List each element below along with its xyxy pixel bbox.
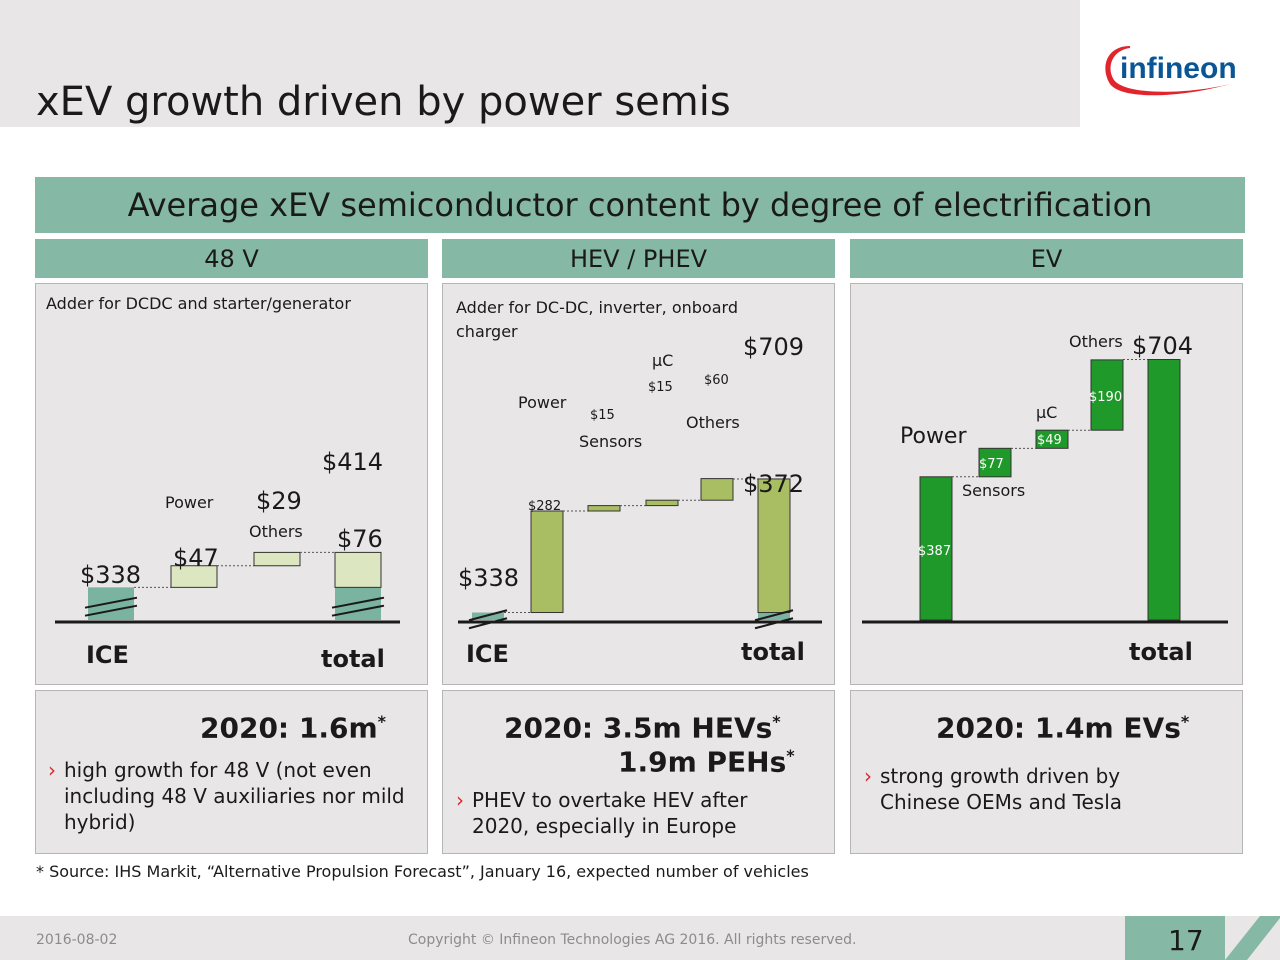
- logo-text: infineon: [1120, 52, 1237, 85]
- infineon-logo: infineon: [1105, 46, 1237, 96]
- increment-label-hev: $372: [743, 470, 805, 498]
- value-label-others-ev: $190: [1089, 390, 1123, 405]
- step-label-power-hev: Power: [518, 393, 567, 412]
- footer-copyright: Copyright © Infineon Technologies AG 201…: [408, 932, 857, 948]
- note-48v: Adder for DCDC and starter/generator: [46, 294, 351, 313]
- bar-increase-c: [645, 499, 679, 507]
- step-label-others-48v: Others: [249, 522, 303, 541]
- footer-date: 2016-08-02: [36, 932, 118, 948]
- bar-increase-power: [530, 510, 564, 614]
- chart-banner: Average xEV semiconductor content by deg…: [35, 177, 1245, 233]
- bullet-hev: › PHEV to overtake HEV after 2020, especi…: [456, 788, 748, 838]
- value-label-power-48v: $47: [173, 544, 219, 572]
- value-label-others-hev: $60: [704, 373, 729, 388]
- step-label-others-ev: Others: [1069, 332, 1123, 351]
- summary-panel-hev: [442, 690, 835, 854]
- value-label-ice-48v: $338: [80, 561, 142, 589]
- bar-total: [1147, 359, 1181, 621]
- x-label-total-hev: total: [741, 638, 805, 666]
- step-label-uc-ev: µC: [1036, 403, 1058, 422]
- increment-label-48v: $76: [337, 525, 383, 553]
- bullet-48v: › high growth for 48 V (not even includin…: [48, 758, 405, 834]
- axis-break-mark: [331, 604, 385, 617]
- axis-break-mark: [331, 596, 385, 609]
- bar-increase-sensors: [978, 447, 1012, 478]
- slide-title: xEV growth driven by power semis: [36, 79, 731, 125]
- axis-break-mark: [754, 609, 794, 622]
- bullet-arrow-icon: ›: [48, 758, 56, 782]
- bullet-ev: › strong growth driven by Chinese OEMs an…: [864, 764, 1123, 814]
- axis-break-mark: [84, 604, 138, 617]
- step-label-power-ev: Power: [900, 424, 967, 449]
- header-band: [0, 0, 1280, 127]
- bar-increase-others: [1090, 359, 1124, 431]
- bullet-arrow-icon: ›: [456, 788, 464, 812]
- bullet-arrow-icon: ›: [864, 764, 872, 788]
- summary-panel-ev: [850, 690, 1243, 854]
- bar-total-increment: [757, 478, 791, 614]
- page-number-badge: [1125, 916, 1280, 960]
- bar-total-increment: [334, 551, 382, 588]
- panel-header-ev: EV: [850, 239, 1243, 278]
- summary-ev: 2020: 1.4m EVs*: [936, 711, 1190, 745]
- bar-increase-others: [700, 478, 734, 501]
- footnote: * Source: IHS Markit, “Alternative Propu…: [36, 862, 809, 881]
- step-label-power-48v: Power: [165, 493, 214, 512]
- value-label-uc-hev: $15: [648, 380, 673, 395]
- value-label-total-48v: $414: [322, 448, 384, 476]
- step-label-others-hev: Others: [686, 413, 740, 432]
- x-label-total-ev: total: [1129, 638, 1193, 666]
- page-number: 17: [1168, 924, 1204, 957]
- panel-header-48v: 48 V: [35, 239, 428, 278]
- value-label-sensors-hev: $15: [590, 408, 615, 423]
- x-label-total-48v: total: [321, 645, 385, 673]
- summary-hev-line2: 1.9m PEHs*: [618, 745, 795, 779]
- value-label-total-ev: $704: [1132, 332, 1194, 360]
- step-label-sensors-hev: Sensors: [579, 432, 643, 451]
- bar-increase-others: [253, 551, 301, 567]
- value-label-sensors-ev: $77: [979, 457, 1004, 472]
- axis-break-mark: [84, 596, 138, 609]
- bar-increase-power: [919, 476, 953, 621]
- summary-hev-line1: 2020: 3.5m HEVs*: [504, 711, 781, 745]
- value-label-total-hev: $709: [743, 333, 805, 361]
- summary-panel-48v: [35, 690, 428, 854]
- value-label-power-hev: $282: [528, 499, 562, 514]
- footer-band: [0, 916, 1280, 960]
- summary-48v: 2020: 1.6m*: [200, 711, 387, 745]
- step-label-sensors-ev: Sensors: [962, 481, 1026, 500]
- step-label-uc-hev: µC: [652, 351, 674, 370]
- note-hev: Adder for DC-DC, inverter, onboard charg…: [456, 298, 738, 341]
- logo-swoosh: [1105, 46, 1230, 96]
- bar-increase-c: [1035, 429, 1069, 449]
- panel-header-hev: HEV / PHEV: [442, 239, 835, 278]
- value-label-power-ev: $387: [918, 544, 952, 559]
- bar-increase-sensors: [587, 505, 621, 512]
- logo-plate: [1080, 0, 1280, 127]
- value-label-others-48v: $29: [256, 487, 302, 515]
- bar-increase-power: [170, 565, 218, 588]
- x-label-ice-hev: ICE: [466, 640, 509, 668]
- axis-break-mark: [468, 609, 508, 622]
- x-label-ice-48v: ICE: [86, 641, 129, 669]
- value-label-uc-ev: $49: [1037, 433, 1062, 448]
- value-label-ice-hev: $338: [458, 564, 520, 592]
